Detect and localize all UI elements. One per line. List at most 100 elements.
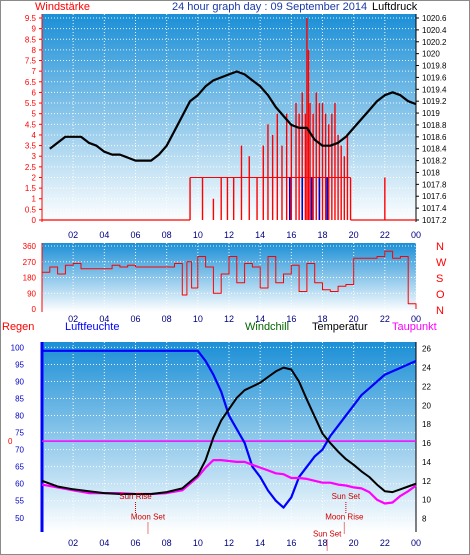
wind-y-tick: 0 [32,216,37,225]
pressure-y-tick: 1020.6 [422,14,447,23]
pressure-y-tick: 1020 [422,50,440,59]
wind-direction-time-tick: 12 [224,314,234,324]
humidity-y-tick: 100 [11,343,25,352]
humidity-y-tick: 85 [15,395,24,404]
wind-direction-time-tick: 08 [162,314,172,324]
wind-y-tick: 7 [32,67,37,76]
wind-y-tick: 9 [32,25,37,34]
astro-label: Moon Set [131,512,166,521]
wind-y-tick: 1 [32,195,37,204]
wind-pressure-time-tick: 20 [349,230,359,240]
wind-y-tick: 5 [32,110,37,119]
humidity-y-tick: 60 [15,480,24,489]
humidity-temperature-time-tick: 02 [68,538,78,548]
pressure-y-tick: 1018.2 [422,157,447,166]
wind-y-tick: 4 [32,131,37,140]
humidity-temperature-time-tick: 08 [162,538,172,548]
wind-y-tick: 3.5 [25,142,37,151]
humidity-y-tick: 70 [15,446,24,455]
wind-direction-time-tick: 16 [286,314,296,324]
wind-pressure-panel [42,14,416,222]
wind-pressure-time-tick: 16 [286,230,296,240]
pressure-y-tick: 1020.4 [422,26,447,35]
humidity-y-tick: 95 [15,360,24,369]
wind-direction-line [42,250,417,309]
temperature-y-tick: 14 [422,458,431,467]
temperature-y-tick: 26 [422,345,431,354]
wind-direction-time-tick: 22 [380,314,390,324]
header-left-label: Windstärke [35,1,90,13]
wind-pressure-time-tick: 00 [411,230,421,240]
legend-luftfeuchte: Luftfeuchte [65,321,119,333]
humidity-y-tick: 65 [15,463,24,472]
rain-y-tick: 0 [8,437,13,446]
wind-y-tick: 0.5 [25,205,37,214]
wind-pressure-time-tick: 10 [193,230,203,240]
wind-y-tick: 2.5 [25,163,37,172]
compass-label: N [436,241,444,253]
direction-y-tick: 180 [23,274,37,283]
pressure-y-tick: 1017.4 [422,204,447,213]
wind-pressure-time-tick: 12 [224,230,234,240]
wind-y-tick: 1.5 [25,184,37,193]
astro-label: Sun Rise [119,492,152,501]
temperature-y-tick: 8 [422,515,427,524]
direction-y-tick: 90 [27,289,36,298]
wind-direction-time-tick: 20 [349,314,359,324]
temperature-y-tick: 22 [422,382,431,391]
wind-y-tick: 2 [32,173,37,182]
humidity-line [42,349,417,509]
pressure-y-tick: 1018.8 [422,121,447,130]
pressure-line [49,70,417,162]
pressure-y-tick: 1017.2 [422,216,447,225]
temperature-y-tick: 12 [422,477,431,486]
wind-y-tick: 9.5 [25,14,37,23]
humidity-y-tick: 50 [15,514,24,523]
wind-y-tick: 3 [32,152,37,161]
wind-pressure-time-tick: 02 [68,230,78,240]
astro-label: Sun Set [313,530,342,539]
humidity-temperature-plot: 5055606570758085909510081012141618202224… [8,342,431,551]
temperature-y-tick: 16 [422,439,431,448]
compass-label: S [436,273,443,285]
humidity-y-tick: 75 [15,429,24,438]
pressure-y-tick: 1019.4 [422,85,447,94]
astro-label: Sun Set [332,492,361,501]
temperature-line [41,366,417,495]
wind-pressure-time-tick: 04 [99,230,109,240]
humidity-temperature-time-tick: 10 [193,538,203,548]
temperature-y-tick: 18 [422,420,431,429]
compass-label: O [436,289,445,301]
wind-direction-time-tick: 02 [68,314,78,324]
wind-direction-time-tick: 00 [411,314,421,324]
humidity-temperature-time-tick: 22 [380,538,390,548]
wind-direction-time-tick: 06 [130,314,140,324]
header-title: 24 hour graph day : 09 September 2014 [172,1,367,13]
wind-y-tick: 8.5 [25,35,37,44]
wind-y-tick: 6 [32,88,37,97]
wind-direction-time-tick: 18 [317,314,327,324]
humidity-temperature-time-tick: 00 [411,538,421,548]
direction-y-tick: 360 [23,242,37,251]
wind-pressure-time-tick: 14 [255,230,265,240]
legend-windchill: Windchill [245,321,289,333]
humidity-temperature-time-tick: 14 [255,538,265,548]
pressure-y-tick: 1020.2 [422,38,447,47]
temperature-y-tick: 10 [422,496,431,505]
wind-direction-time-tick: 04 [99,314,109,324]
pressure-y-tick: 1019.6 [422,73,447,82]
humidity-temperature-time-tick: 18 [317,538,327,548]
wind-pressure-time-tick: 08 [162,230,172,240]
humidity-y-tick: 80 [15,412,24,421]
humidity-y-tick: 90 [15,377,24,386]
humidity-temperature-time-tick: 20 [349,538,359,548]
temperature-y-tick: 20 [422,401,431,410]
compass-label: W [436,257,447,269]
wind-pressure-plot: 0 0.51 1.5 22.5 33.5 4 4.55 5.5 66.5 77.5 8 8.59 9.5… [25,14,447,240]
wind-y-tick: 8 [32,46,37,55]
legend-taupunkt: Taupunkt [392,321,437,333]
pressure-y-tick: 1018 [422,168,440,177]
legend-regen: Regen [2,321,34,333]
